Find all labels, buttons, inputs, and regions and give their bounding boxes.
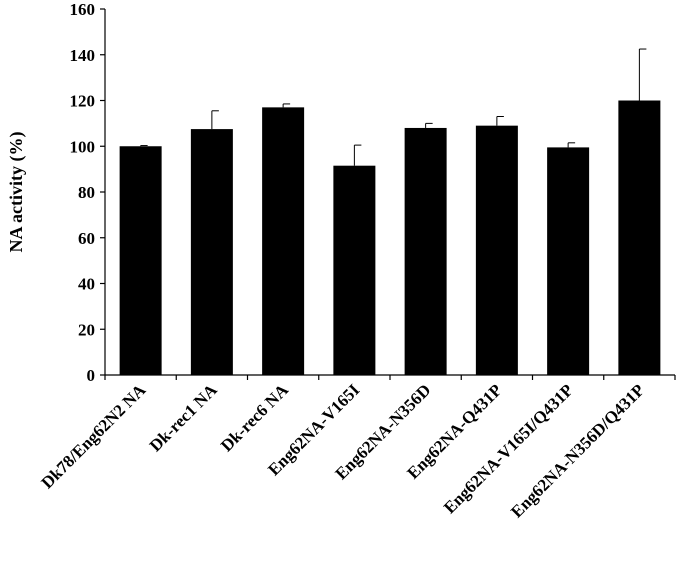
error-bar — [567, 142, 576, 148]
error-bar — [140, 145, 148, 147]
bar — [547, 147, 590, 375]
bar — [190, 129, 233, 375]
bar — [333, 165, 376, 375]
bar — [618, 100, 661, 375]
bar — [404, 127, 447, 375]
y-tick-label: 160 — [70, 0, 96, 19]
x-tick-label: Eng62NA-V165I/Q431P — [440, 380, 577, 517]
y-axis: 0 20 40 60 80 100 120 140 160 — [70, 0, 106, 385]
x-tick-label: Eng62NA-N356D/Q431P — [507, 380, 648, 521]
bar — [475, 125, 518, 375]
error-bar — [211, 110, 219, 130]
y-tick-label: 40 — [78, 275, 95, 294]
x-tick-label: Dk-rec1 NA — [146, 380, 221, 455]
y-tick-label: 120 — [70, 92, 96, 111]
y-axis-label: NA activity (%) — [6, 132, 27, 253]
bar — [262, 107, 305, 376]
y-tick-label: 100 — [70, 137, 96, 156]
error-bar — [353, 144, 362, 166]
error-bars — [140, 48, 647, 166]
error-bar — [282, 103, 291, 108]
x-tick-label: Dk-rec6 NA — [217, 380, 292, 455]
bar — [119, 146, 162, 375]
error-bar — [496, 116, 504, 126]
error-bar — [425, 122, 433, 128]
y-tick-label: 80 — [78, 183, 95, 202]
y-tick-label: 60 — [78, 229, 95, 248]
y-tick-label: 20 — [78, 320, 95, 339]
y-tick-label: 140 — [70, 46, 96, 65]
bars — [119, 100, 661, 376]
error-bar — [638, 48, 647, 101]
y-tick-label: 0 — [87, 366, 96, 385]
x-tick-label: Dk78/Eng62N2 NA — [37, 380, 149, 492]
